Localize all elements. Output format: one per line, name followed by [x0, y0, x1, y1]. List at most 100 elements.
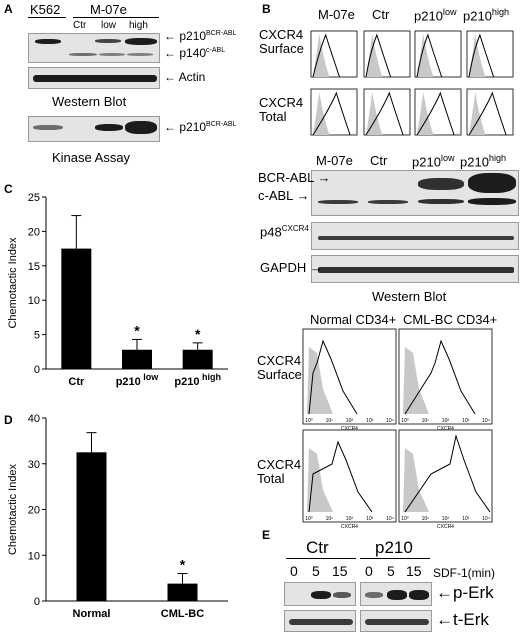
- significance-star: *: [195, 326, 201, 342]
- flow-axis-tick: 10⁴: [482, 516, 490, 522]
- isotype-fill: [313, 34, 330, 77]
- flow-isotype: [307, 347, 333, 414]
- lane-high: high: [129, 20, 148, 31]
- x-tick-label: CML-BC: [161, 608, 204, 620]
- stained-curve: [312, 91, 351, 136]
- k562-label: K562: [30, 2, 61, 17]
- y-tick-label: 20: [28, 505, 40, 517]
- e-perk-label: ←p-Erk: [436, 583, 494, 602]
- isotype-fill: [469, 34, 486, 77]
- b-wb-col-low: p210low: [412, 153, 455, 170]
- e-time-15a: 15: [332, 563, 348, 579]
- flow-curve: [308, 339, 358, 415]
- flow-axis-tick: 10²: [346, 418, 354, 424]
- blot-a-actin: [28, 67, 160, 89]
- b-histogram-grid: [310, 30, 514, 136]
- y-tick-label: 25: [28, 192, 40, 204]
- significance-star: *: [134, 322, 140, 338]
- b-cabl-label: c-ABL →: [258, 188, 310, 203]
- e-terk-label: ←t-Erk: [436, 610, 489, 629]
- flow-isotype: [403, 448, 429, 512]
- flow-isotype: [307, 448, 333, 512]
- y-tick-label: 5: [34, 330, 40, 342]
- flow-axis-label: CXCR4: [437, 524, 454, 530]
- m07e-underline: [73, 17, 159, 18]
- b-wb-col-m07e: M-07e: [316, 153, 353, 168]
- y-axis-label: Chemotactic Index: [7, 237, 19, 329]
- flow-axis-tick: 10³: [366, 418, 374, 424]
- a-western-label: Western Blot: [52, 94, 127, 109]
- flow-axis-tick: 10⁰: [401, 516, 409, 522]
- flow-axis-tick: 10¹: [422, 418, 430, 424]
- blot-a-p210: [28, 33, 160, 63]
- b-col-high: p210high: [463, 7, 510, 24]
- stained-curve: [416, 33, 443, 78]
- flow-axis-label: CXCR4: [341, 426, 358, 432]
- x-tick-label: p210 low: [116, 372, 160, 388]
- flow-axis-tick: 10²: [442, 516, 450, 522]
- b-wb-title: Western Blot: [372, 289, 447, 304]
- a-actin-label: ← Actin: [164, 70, 206, 84]
- blot-b-gapdh: [311, 255, 519, 283]
- bar: [122, 349, 152, 369]
- e-time-5a: 5: [312, 563, 320, 579]
- e-group-ctr: Ctr: [306, 538, 329, 557]
- b-wb-col-high: p210high: [460, 153, 507, 170]
- e-time-15b: 15: [406, 563, 422, 579]
- stained-curve: [468, 33, 495, 78]
- b-flow-grid: 10⁰ 10¹ 10² 10³ 10⁴ CXCR4 10⁰ 10¹ 10² 10³ 10⁴ CXCR4…: [302, 328, 493, 530]
- k562-underline: [28, 17, 66, 18]
- b-flow-row2-label: CXCR4 Total: [257, 457, 302, 486]
- chart-d: 0 10 20 30 40 Chemotactic Index Normal * CML-BC: [7, 413, 228, 620]
- flow-axis-tick: 10⁴: [386, 516, 394, 522]
- b-bcr-label: BCR-ABL →: [258, 170, 331, 185]
- lane-ctr: Ctr: [73, 20, 87, 31]
- flow-axis-tick: 10⁰: [305, 516, 313, 522]
- e-time-5b: 5: [387, 563, 395, 579]
- isotype-fill: [469, 92, 486, 135]
- y-tick-label: 15: [28, 261, 40, 273]
- b-col-m07e: M-07e: [318, 7, 355, 22]
- isotype-fill: [366, 92, 383, 135]
- flow-axis-tick: 10³: [462, 516, 470, 522]
- panel-b-letter: B: [262, 2, 271, 16]
- isotype-fill: [417, 92, 434, 135]
- stained-curve: [312, 33, 340, 78]
- flow-axis-tick: 10⁴: [386, 418, 394, 424]
- flow-axis-tick: 10⁴: [482, 418, 490, 424]
- flow-axis-tick: 10¹: [326, 418, 334, 424]
- flow-axis-tick: 10⁰: [401, 418, 409, 424]
- flow-curve: [404, 434, 491, 513]
- panel-c-letter: C: [4, 182, 13, 196]
- y-tick-label: 10: [28, 550, 40, 562]
- panel-e-letter: E: [262, 528, 271, 542]
- y-tick-label: 40: [28, 413, 40, 425]
- a-p140-label: ← p140c-ABL: [164, 46, 226, 60]
- panel-a-letter: A: [4, 2, 13, 16]
- bar: [76, 452, 107, 601]
- blot-e-perk-ctr: [284, 582, 356, 606]
- x-tick-label: Normal: [73, 608, 111, 620]
- e-ctr-underline: [286, 558, 356, 559]
- flow-axis-tick: 10⁰: [305, 418, 313, 424]
- flow-curve: [404, 339, 476, 415]
- a-kinase-label: Kinase Assay: [52, 150, 131, 165]
- isotype-fill: [313, 92, 330, 135]
- flow-axis-tick: 10³: [366, 516, 374, 522]
- e-time-0a: 0: [290, 563, 298, 579]
- flow-axis-label: CXCR4: [341, 524, 358, 530]
- a-p210-label: ← p210BCR-ABL: [164, 29, 237, 43]
- flow-isotype: [403, 347, 429, 414]
- b-wb-col-ctr: Ctr: [370, 153, 388, 168]
- x-tick-label: p210 high: [174, 372, 221, 388]
- flow-axis-label: CXCR4: [437, 426, 454, 432]
- b-col-ctr: Ctr: [372, 7, 390, 22]
- e-p210-underline: [360, 558, 430, 559]
- stained-curve: [365, 33, 392, 78]
- a-kinase-p210-label: ← p210BCR-ABL: [164, 120, 237, 134]
- b-row1-label: CXCR4 Surface: [259, 27, 304, 56]
- stained-curve: [416, 91, 455, 136]
- blot-e-perk-p210: [360, 582, 432, 606]
- b-flow-col-normal: Normal CD34+: [310, 312, 397, 327]
- blot-b-bcr: [311, 170, 519, 216]
